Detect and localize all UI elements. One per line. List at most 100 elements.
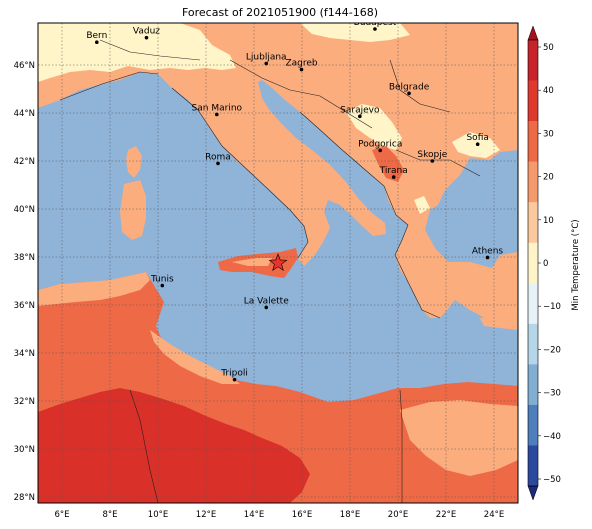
lon-tick-label: 8°E [102,510,117,520]
city-dot [373,27,377,31]
tunisia-coast [38,272,150,306]
colorbar-segment [528,364,538,406]
sicily-coast [232,258,272,266]
city-dot [485,255,490,260]
city-label: Vaduz [133,27,160,37]
city-label: Sarajevo [340,105,380,115]
colorbar-segment [528,323,538,365]
city-dot [215,112,219,117]
lon-tick-label: 22°E [436,510,456,520]
city-dot [430,159,435,163]
hot-region-sahara [38,388,310,503]
cold-region-greece [414,196,430,214]
island-crete [480,316,518,330]
mild-band-africa [150,330,240,384]
city-label: Tirana [379,166,408,176]
lon-tick-label: 24°E [484,510,504,520]
lon-tick-label: 10°E [148,510,168,520]
lat-tick-label: 38°N [14,253,35,263]
city-dot [299,67,304,72]
city-label: Podgorica [358,139,402,149]
colorbar-tick-label: 40 [543,86,554,96]
island-corsica [126,146,142,178]
island-sardinia [120,180,146,240]
lat-tick-label: 44°N [14,109,35,119]
colorbar-tick-label: −40 [543,432,561,442]
colorbar-label: Min Temperature (°C) [571,219,581,310]
colorbar-segment [528,445,538,487]
lon-tick-label: 18°E [340,510,360,520]
colorbar-segment [528,121,538,162]
colorbar-tick-label: −10 [543,302,561,312]
lat-tick-label: 28°N [14,493,35,503]
map-title: Forecast of 2021051900 (f144-168) [181,6,379,19]
colorbar-segment [528,242,538,284]
map-gridlines [38,23,518,503]
city-label: La Valette [244,296,289,306]
city-dot [358,114,362,119]
city-label: Tunis [150,275,174,285]
colorbar-extend-bottom [527,485,539,501]
lon-tick-label: 14°E [244,510,264,520]
lat-tick-label: 46°N [14,61,35,71]
lon-tick-label: 12°E [196,510,216,520]
city-label: Bern [86,31,107,41]
city-dot [216,161,220,166]
coastline-italy [59,71,441,319]
colorbar-tick-label: −20 [543,345,561,355]
colorbar-tick-label: 10 [543,216,554,226]
city-dot [391,175,396,179]
colorbar-extend-top [527,25,539,41]
colorbar-segment [528,80,538,122]
cold-region-north [300,23,410,42]
colorbar: 50 40 30 20 10 0 −10 −20 −30 −40 −50 [527,25,561,501]
map-frame [37,22,519,504]
city-dot [160,283,165,288]
city-label: Roma [205,152,231,162]
lon-tick-label: 6°E [54,510,69,520]
city-dot [95,40,99,44]
colorbar-segment [528,283,538,325]
city-dot [144,35,149,40]
city-label: Tripoli [220,369,248,379]
city-dot [264,305,269,310]
lon-tick-label: 20°E [388,510,408,520]
star-marker [268,253,288,271]
colorbar-tick-label: −30 [543,389,561,399]
colorbar-tick-label: 0 [543,259,548,269]
city-label: Ljubljana [246,53,287,63]
city-dot [264,61,269,66]
city-dot [232,377,237,382]
mild-region-south [400,400,518,476]
city-label: San Marino [192,103,243,113]
city-dot [475,142,480,146]
colorbar-segment [528,161,538,203]
colorbar-tick-label: −50 [543,475,561,485]
lat-tick-label: 30°N [14,445,35,455]
colorbar-tick-label: 20 [543,173,554,183]
city-label: Zagreb [285,59,317,69]
warm-region-balkan-coast [372,146,404,182]
latitude-ticks: 28°N 30°N 32°N 34°N 36°N 38°N 40°N 42°N 44°N 46°N [14,61,35,503]
lat-tick-label: 32°N [14,397,35,407]
lat-tick-label: 40°N [14,205,35,215]
cold-region-bulgaria [452,132,500,158]
city-label: Belgrade [389,82,430,92]
country-borders [99,39,481,503]
colorbar-segment [528,202,538,244]
city-label: Sofia [466,133,488,143]
city-label: Skopje [417,150,447,160]
lon-tick-label: 16°E [292,510,312,520]
city-dot [407,91,411,96]
city-label: Athens [472,246,503,256]
city-label: Budapest [354,18,397,28]
colorbar-tick-label: 30 [543,129,554,139]
colorbar-segment [528,404,538,446]
colorbar-tick-label: 50 [543,43,554,53]
cold-region-alps [38,23,236,82]
city-dot [378,148,383,153]
lat-tick-label: 42°N [14,157,35,167]
